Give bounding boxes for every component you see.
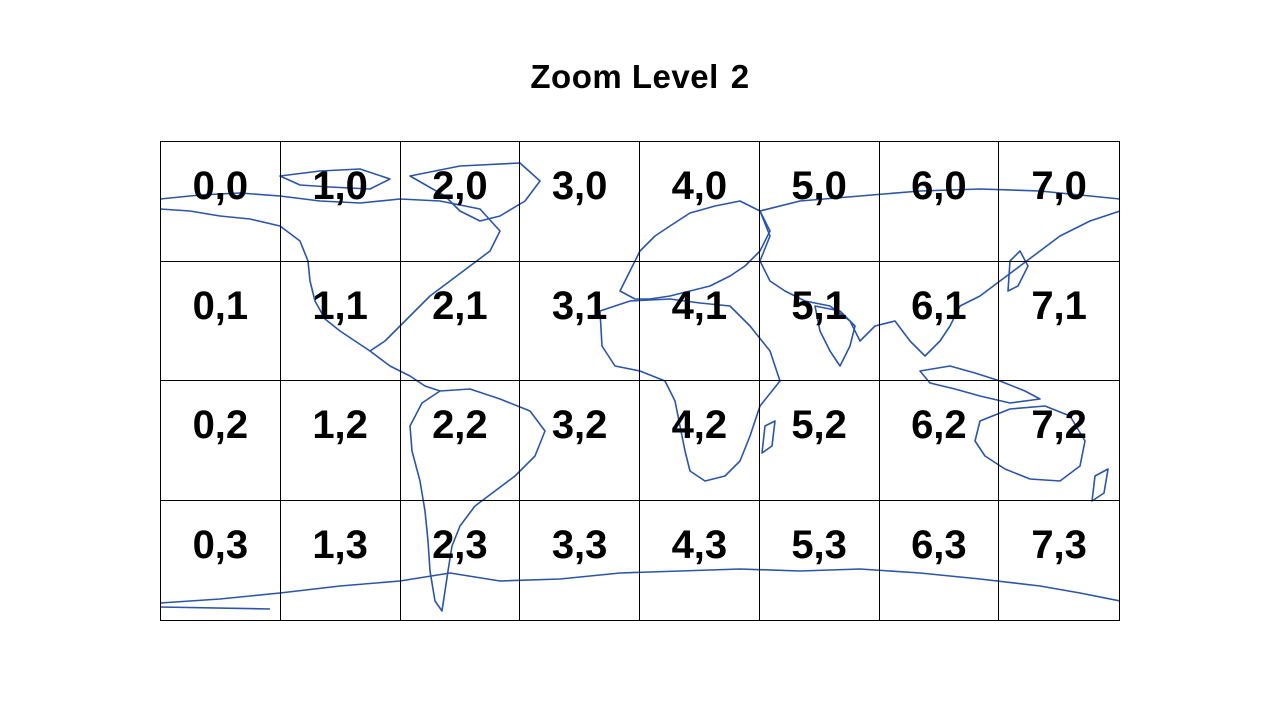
arctic-islands-outline: [279, 168, 391, 190]
tile-label: 6,3: [911, 522, 967, 567]
tile-cell: 1,1: [280, 261, 401, 381]
tile-label: 2,1: [432, 283, 488, 328]
antarctica-outline: [160, 568, 1120, 604]
diagram-title: Zoom Level 2: [0, 58, 1280, 96]
new-zealand-outline: [1091, 468, 1109, 502]
tile-label: 7,1: [1031, 283, 1087, 328]
tile-cell: 5,0: [759, 142, 880, 262]
tile-label: 1,3: [312, 522, 368, 567]
japan-outline: [1007, 250, 1029, 292]
tile-grid: 0,0 1,0 2,0 3,0 4,0 5,0 6,0 7,0 0,1 1,1 2,1 3,1 4,1 5…: [160, 141, 1120, 621]
tile-label: 7,0: [1031, 164, 1087, 208]
tile-label: 1,0: [312, 164, 368, 208]
tile-label: 6,1: [911, 283, 967, 328]
tile-cell: 2,0: [400, 142, 521, 262]
tile-label: 5,2: [791, 403, 847, 447]
title-text: Zoom Level: [530, 58, 719, 95]
tile-label: 2,3: [432, 522, 488, 567]
tile-label: 0,1: [192, 283, 249, 328]
south-america-outline: [409, 388, 546, 612]
tile-label: 3,2: [551, 403, 608, 447]
tile-cell: 6,1: [879, 261, 1000, 381]
tile-label: 5,1: [791, 283, 847, 328]
tile-cell: 3,2: [520, 381, 640, 501]
tile-label: 1,1: [312, 283, 368, 328]
tile-label: 4,0: [671, 164, 728, 208]
madagascar-outline: [761, 420, 776, 454]
tile-cell: 6,0: [879, 142, 1000, 262]
tile-label: 4,1: [671, 283, 728, 328]
tile-cell: 0,2: [161, 381, 281, 501]
tile-label: 3,0: [551, 164, 608, 208]
tile-cell: 0,3: [161, 500, 281, 620]
tile-cell: 2,1: [400, 261, 521, 381]
tile-cell: 1,2: [280, 381, 401, 501]
tile-cell: 4,3: [640, 500, 760, 620]
tile-cell: 0,1: [161, 261, 281, 381]
tile-label: 7,3: [1031, 522, 1087, 567]
tile-cell: 4,2: [640, 381, 760, 501]
tile-cell: 1,0: [280, 142, 401, 262]
tile-cell: 1,3: [281, 500, 401, 620]
india-outline: [814, 305, 856, 367]
tile-cell: 0,0: [161, 142, 281, 262]
tile-cell: 7,1: [999, 262, 1119, 381]
tile-cell: 7,3: [999, 501, 1119, 621]
tile-label: 2,0: [432, 164, 488, 208]
southeast-asia-islands-outline: [919, 365, 1041, 404]
tile-label: 1,2: [312, 403, 368, 447]
tile-cell: 7,2: [999, 381, 1119, 501]
antarctic-shelf-outline: [160, 606, 271, 610]
tile-label: 6,0: [911, 164, 967, 208]
tile-label: 7,2: [1031, 403, 1087, 447]
tile-label: 0,2: [192, 403, 249, 447]
tile-label: 5,3: [791, 522, 847, 567]
tile-cell: 4,1: [640, 261, 760, 381]
greenland-outline: [409, 162, 541, 222]
zoom-level-value: 2: [730, 58, 750, 95]
central-america-outline: [369, 350, 441, 392]
north-america-outline: [160, 192, 501, 352]
tile-cell: 2,2: [400, 381, 521, 501]
tile-grid-diagram: 0,0 1,0 2,0 3,0 4,0 5,0 6,0 7,0 0,1 1,1 2,1 3,1 4,1 5…: [160, 141, 1120, 621]
tile-cell: 3,3: [520, 500, 640, 620]
tile-label: 5,0: [791, 164, 847, 208]
tile-cell: 3,1: [520, 261, 640, 381]
tile-label: 2,2: [432, 403, 488, 447]
tile-label: 4,3: [671, 522, 728, 567]
tile-label: 6,2: [911, 403, 967, 447]
tile-cell: 5,3: [760, 500, 880, 620]
tile-label: 3,1: [551, 283, 608, 328]
tile-cell: 7,0: [999, 142, 1119, 262]
tile-cell: 4,0: [640, 142, 760, 262]
tile-label: 0,0: [192, 164, 249, 208]
asia-outline: [759, 188, 1120, 357]
tile-cell: 5,1: [759, 261, 880, 381]
tile-cell: 2,3: [401, 500, 521, 620]
tile-cell: 5,2: [759, 381, 880, 501]
tile-cell: 6,2: [879, 381, 1000, 501]
europe-outline: [619, 200, 771, 300]
world-map-outline: [160, 162, 1120, 612]
tile-cell: 6,3: [880, 500, 1000, 620]
tile-label: 4,2: [671, 403, 728, 447]
africa-outline: [599, 298, 781, 482]
tile-label: 3,3: [551, 522, 608, 567]
australia-outline: [974, 405, 1086, 482]
tile-label: 0,3: [192, 522, 249, 567]
tile-cell: 3,0: [520, 142, 640, 262]
